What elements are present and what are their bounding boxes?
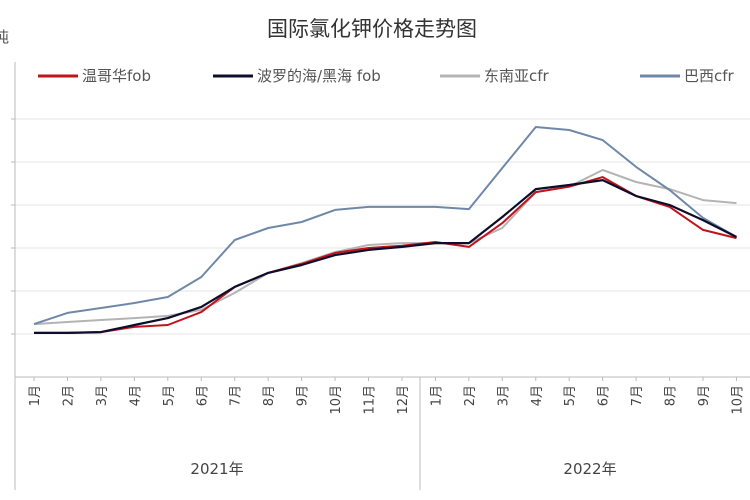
x-tick-label: 4月 xyxy=(530,385,545,406)
series-line-3 xyxy=(33,126,737,326)
x-tick-label: 5月 xyxy=(563,385,578,406)
x-tick-label: 4月 xyxy=(128,385,143,406)
x-tick-label: 2月 xyxy=(61,385,76,406)
x-tick-label: 3月 xyxy=(95,385,110,406)
year-label: 2022年 xyxy=(563,460,616,478)
x-tick-label: 9月 xyxy=(296,385,311,406)
x-tick-label: 7月 xyxy=(229,385,244,406)
x-tick-label: 9月 xyxy=(697,385,712,406)
x-tick-label: 8月 xyxy=(262,385,277,406)
x-tick-label: 1月 xyxy=(429,385,444,406)
series-line-2 xyxy=(33,169,737,326)
axes xyxy=(14,62,750,490)
legend: 温哥华fob 波罗的海/黑海 fob 东南亚cfr 巴西cfr xyxy=(38,67,735,85)
gridlines xyxy=(11,118,750,335)
x-axis-labels: 1月 2月 3月 4月 5月 6月 7月 8月 9月 10月 11月 12月 2021年 1月 2月 3月 4月… xyxy=(28,377,745,478)
x-tick-label: 10月 xyxy=(730,385,745,415)
legend-item: 巴西cfr xyxy=(640,67,735,85)
legend-label: 波罗的海/黑海 fob xyxy=(257,67,381,85)
legend-label: 巴西cfr xyxy=(684,67,735,85)
chart-title: 国际氯化钾价格走势图 xyxy=(267,17,477,41)
legend-label: 东南亚cfr xyxy=(484,67,550,85)
legend-item: 东南亚cfr xyxy=(440,67,550,85)
legend-label: 温哥华fob xyxy=(82,67,151,85)
x-tick-label: 2月 xyxy=(463,385,478,406)
legend-item: 波罗的海/黑海 fob xyxy=(213,67,381,85)
series-line-1 xyxy=(34,179,737,334)
x-tick-label: 11月 xyxy=(363,385,378,415)
year-label: 2021年 xyxy=(190,460,243,478)
legend-item: 温哥华fob xyxy=(38,67,151,85)
x-tick-label: 12月 xyxy=(396,385,411,415)
x-tick-label: 5月 xyxy=(162,385,177,406)
x-tick-label: 7月 xyxy=(630,385,645,406)
x-tick-label: 6月 xyxy=(195,385,210,406)
series-line-0 xyxy=(34,176,737,334)
x-tick-label: 8月 xyxy=(664,385,679,406)
x-tick-label: 3月 xyxy=(496,385,511,406)
y-unit-label: 吨 xyxy=(0,28,9,46)
x-tick-label: 1月 xyxy=(28,385,43,406)
series-lines xyxy=(33,126,737,334)
x-tick-label: 10月 xyxy=(329,385,344,415)
x-tick-label: 6月 xyxy=(597,385,612,406)
